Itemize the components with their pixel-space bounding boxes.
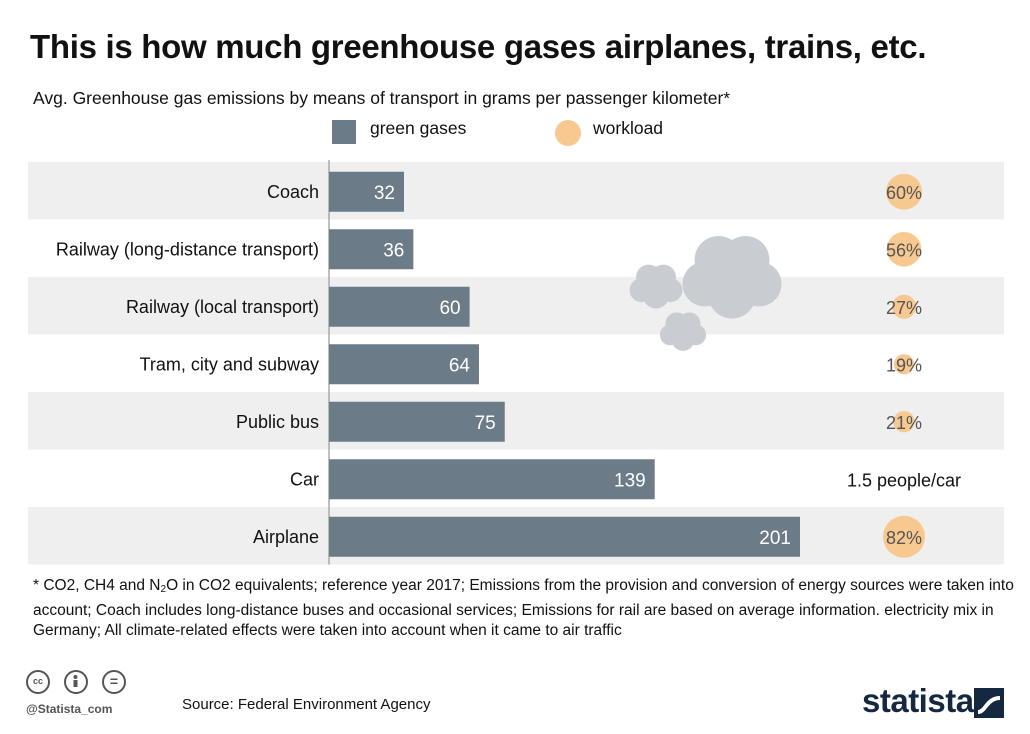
workload-label: 1.5 people/car bbox=[847, 470, 961, 490]
bar-value-label: 64 bbox=[449, 355, 471, 376]
workload-label: 19% bbox=[886, 355, 922, 375]
bar-value-label: 75 bbox=[475, 413, 496, 434]
bar bbox=[329, 229, 414, 270]
workload-label: 60% bbox=[886, 183, 922, 203]
workload-dot bbox=[886, 231, 922, 267]
category-label: Railway (long-distance transport) bbox=[56, 239, 319, 259]
legend-dot-swatch bbox=[555, 120, 581, 146]
bar bbox=[329, 516, 800, 557]
cloud-icon bbox=[629, 264, 683, 309]
cc-icon: cc bbox=[26, 670, 50, 694]
category-label: Tram, city and subway bbox=[140, 354, 319, 374]
footnote-part2: O in CO2 equivalents; reference year 201… bbox=[33, 577, 1014, 639]
workload-dot bbox=[883, 515, 925, 558]
category-label: Airplane bbox=[253, 527, 319, 547]
bar-value-label: 36 bbox=[383, 240, 404, 261]
statista-handle: @Statista_com bbox=[26, 702, 113, 716]
legend-bar-swatch bbox=[332, 120, 356, 144]
bar bbox=[329, 344, 479, 385]
bar bbox=[329, 171, 404, 212]
category-label: Public bus bbox=[236, 412, 319, 432]
workload-dot bbox=[886, 173, 922, 210]
category-label: Railway (local transport) bbox=[126, 297, 319, 317]
workload-dot bbox=[893, 411, 915, 433]
category-label: Coach bbox=[267, 182, 319, 202]
bar-value-label: 139 bbox=[614, 470, 646, 491]
bar-value-label: 201 bbox=[759, 528, 791, 549]
chart-subtitle: Avg. Greenhouse gas emissions by means o… bbox=[33, 88, 731, 108]
legend-dot-label: workload bbox=[593, 118, 664, 138]
workload-label: 82% bbox=[886, 528, 922, 548]
workload-dot bbox=[893, 354, 915, 375]
chart-title: This is how much greenhouse gases airpla… bbox=[30, 28, 927, 65]
row-band bbox=[28, 392, 1004, 450]
nd-icon: = bbox=[102, 670, 126, 694]
source-note: Source: Federal Environment Agency bbox=[182, 696, 431, 713]
workload-label: 21% bbox=[886, 413, 922, 433]
footnote: * CO2, CH4 and N2O in CO2 equivalents; r… bbox=[33, 576, 1023, 642]
footnote-subscript: 2 bbox=[160, 584, 167, 595]
statista-logo: statista bbox=[862, 682, 974, 719]
by-icon bbox=[64, 670, 88, 694]
cloud-icon bbox=[659, 312, 707, 351]
license-icons: cc = @Statista_com bbox=[26, 670, 136, 720]
row-band bbox=[28, 162, 1004, 220]
footnote-part1: * CO2, CH4 and N bbox=[33, 577, 161, 594]
statista-logo-mark bbox=[974, 688, 1004, 718]
bar-value-label: 60 bbox=[439, 298, 460, 319]
bar bbox=[329, 286, 470, 327]
workload-dot bbox=[891, 294, 917, 319]
workload-label: 27% bbox=[886, 298, 922, 318]
bar bbox=[329, 401, 505, 442]
cloud-icon bbox=[682, 236, 782, 319]
bar-value-label: 32 bbox=[374, 183, 395, 204]
bar bbox=[329, 459, 655, 500]
row-band bbox=[28, 277, 1004, 335]
category-label: Car bbox=[290, 469, 319, 489]
workload-label: 56% bbox=[886, 240, 922, 260]
legend-bar-label: green gases bbox=[370, 118, 467, 138]
